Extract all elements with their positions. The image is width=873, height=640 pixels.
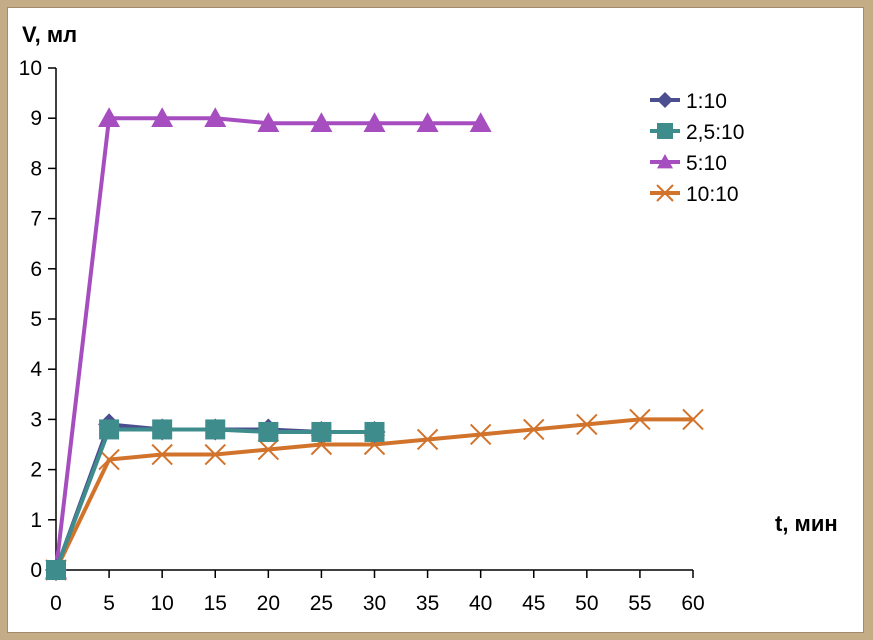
data-point-triangle xyxy=(657,154,673,169)
data-point-diamond xyxy=(657,92,673,108)
chart-panel xyxy=(7,7,864,633)
data-point-x xyxy=(469,423,492,446)
y-tick-label: 6 xyxy=(30,258,42,281)
data-point-square xyxy=(311,421,332,442)
x-tick-label: 20 xyxy=(257,592,280,615)
data-point-x xyxy=(629,408,651,431)
x-tick-label: 60 xyxy=(681,592,704,615)
series-2,5:10 xyxy=(46,419,385,580)
series-5:10 xyxy=(45,107,492,579)
x-tick-label: 40 xyxy=(469,592,492,615)
legend-entry: 5:10 xyxy=(650,152,727,175)
x-tick-label: 30 xyxy=(363,592,386,615)
x-tick-label: 55 xyxy=(628,592,651,615)
legend: 1:10 2,5:10 5:10 10:10 xyxy=(650,90,744,206)
y-tick-label: 5 xyxy=(30,308,42,331)
x-tick-label: 45 xyxy=(522,592,545,615)
data-point-x xyxy=(257,438,280,461)
data-point-triangle xyxy=(363,112,386,133)
legend-entry: 10:10 xyxy=(650,183,739,206)
data-point-square xyxy=(364,421,385,442)
legend-label: 10:10 xyxy=(686,183,739,206)
data-point-triangle xyxy=(98,107,121,127)
data-point-triangle xyxy=(257,112,280,133)
data-point-x xyxy=(523,418,545,441)
data-point-square xyxy=(152,419,173,440)
y-tick-label: 7 xyxy=(30,208,42,231)
data-point-x xyxy=(98,448,120,471)
x-tick-label: 25 xyxy=(310,592,333,615)
legend-label: 5:10 xyxy=(686,152,727,175)
legend-entry: 1:10 xyxy=(650,90,727,113)
data-point-triangle xyxy=(151,107,174,127)
legend-label: 1:10 xyxy=(686,90,727,113)
data-point-x xyxy=(576,413,598,436)
data-point-x xyxy=(204,443,226,466)
x-axis-title: t, мин xyxy=(775,511,838,536)
data-point-triangle xyxy=(416,112,439,133)
data-point-x xyxy=(416,428,439,451)
legend-label: 2,5:10 xyxy=(686,121,744,144)
y-tick-label: 2 xyxy=(30,459,42,482)
data-point-square xyxy=(46,560,66,580)
data-point-x xyxy=(682,408,704,431)
y-tick-label: 9 xyxy=(30,107,42,130)
y-tick-label: 10 xyxy=(19,57,42,80)
x-tick-label: 15 xyxy=(204,592,227,615)
data-point-square xyxy=(657,123,673,139)
series-line xyxy=(54,116,481,571)
x-tick-label: 50 xyxy=(575,592,598,615)
y-tick-label: 8 xyxy=(30,157,42,180)
y-axis-title: V, мл xyxy=(22,22,77,47)
x-tick-label: 5 xyxy=(103,592,115,615)
x-tick-label: 10 xyxy=(150,592,173,615)
data-point-square xyxy=(205,419,226,440)
y-tick-label: 3 xyxy=(30,408,42,431)
legend-entry: 2,5:10 xyxy=(650,121,744,144)
data-point-triangle xyxy=(310,112,333,133)
y-tick-label: 0 xyxy=(30,559,42,582)
x-tick-label: 35 xyxy=(416,592,439,615)
data-point-triangle xyxy=(204,107,227,127)
x-tick-label: 0 xyxy=(50,592,62,615)
data-point-triangle xyxy=(469,112,492,133)
y-tick-label: 4 xyxy=(30,358,42,381)
data-point-x xyxy=(656,184,674,202)
data-point-square xyxy=(258,421,279,442)
data-point-x xyxy=(151,443,173,466)
data-point-square xyxy=(99,419,120,440)
series-layer xyxy=(45,107,704,581)
y-tick-label: 1 xyxy=(30,509,42,532)
